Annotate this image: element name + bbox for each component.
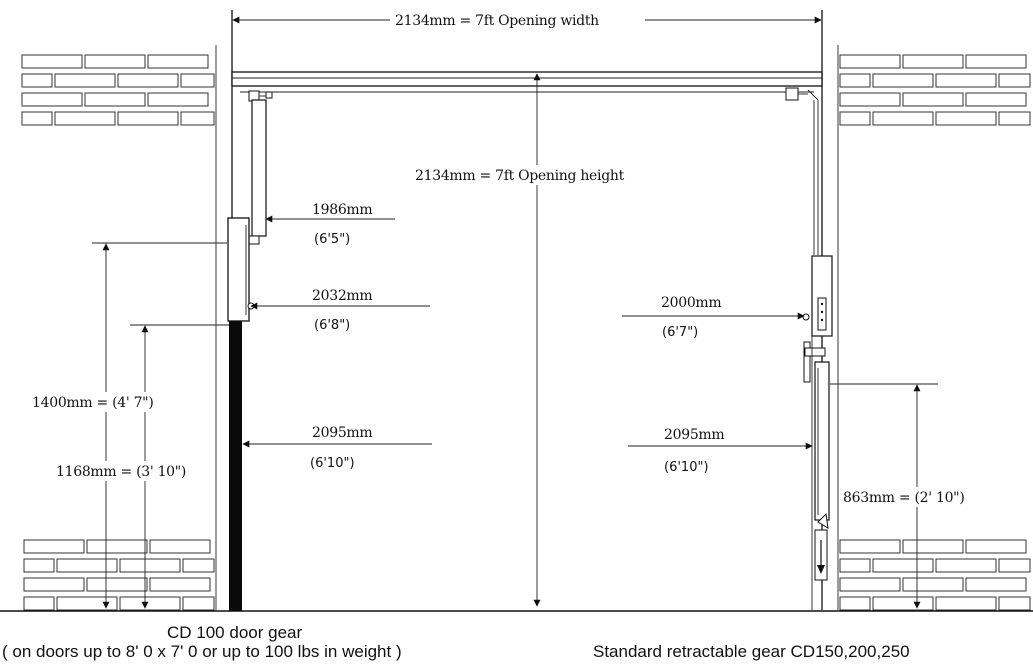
brick: [872, 73, 934, 88]
brick: [998, 596, 1031, 611]
brick: [21, 111, 53, 126]
brick: [935, 596, 997, 611]
brick: [149, 539, 211, 554]
dim-1168mm: 1168mm = (3' 10"): [56, 464, 186, 480]
brick: [839, 596, 871, 611]
brick: [839, 577, 901, 592]
dim-2095mm-right-imperial: (6'10"): [664, 460, 709, 475]
brick: [935, 558, 997, 573]
brick: [56, 558, 118, 573]
dim-2000mm-imperial: (6'7"): [662, 325, 698, 340]
brick: [180, 111, 215, 126]
dim-1400mm: 1400mm = (4' 7"): [32, 395, 154, 411]
brick: [117, 111, 179, 126]
brick: [23, 577, 85, 592]
dimension-lines: [92, 16, 938, 609]
brick: [965, 539, 1027, 554]
brick: [935, 73, 997, 88]
brick: [998, 111, 1031, 126]
dim-2095mm-left: 2095mm: [312, 425, 372, 441]
brick: [872, 558, 934, 573]
opening-width-label: 2134mm = 7ft Opening width: [395, 13, 599, 29]
brick: [84, 54, 146, 69]
brick: [935, 111, 997, 126]
brick: [998, 558, 1031, 573]
dim-1986mm-imperial: (6'5"): [314, 232, 350, 247]
brick: [965, 577, 1027, 592]
dim-1986mm: 1986mm: [312, 202, 372, 218]
brick: [21, 73, 53, 88]
brick: [86, 577, 148, 592]
left-caption-title: CD 100 door gear: [167, 623, 302, 642]
brick: [839, 558, 871, 573]
brick: [182, 558, 215, 573]
brick: [902, 539, 964, 554]
brick: [902, 92, 964, 107]
brick: [23, 539, 85, 554]
brick: [839, 92, 901, 107]
dim-2000mm: 2000mm: [661, 295, 721, 311]
dim-2032mm-imperial: (6'8"): [314, 318, 350, 333]
brick: [119, 596, 181, 611]
dim-863mm: 863mm = (2' 10"): [843, 490, 965, 506]
brick: [86, 539, 148, 554]
dimension-labels: 2134mm = 7ft Opening width 2134mm = 7ft …: [30, 10, 975, 507]
brick: [872, 596, 934, 611]
brick: [965, 92, 1027, 107]
brick: [54, 111, 116, 126]
brick: [149, 577, 211, 592]
brick: [117, 73, 179, 88]
brick-walls: [21, 54, 1031, 611]
brick: [23, 558, 55, 573]
retractable-door-gear: [785, 87, 833, 610]
brick: [902, 54, 964, 69]
opening-height-label: 2134mm = 7ft Opening height: [415, 168, 625, 184]
brick: [21, 54, 83, 69]
brick: [119, 558, 181, 573]
brick: [998, 73, 1031, 88]
dim-2032mm: 2032mm: [312, 288, 372, 304]
brick: [147, 92, 209, 107]
dim-2095mm-right: 2095mm: [664, 427, 724, 443]
brick: [902, 577, 964, 592]
brick: [965, 54, 1027, 69]
brick: [56, 596, 118, 611]
brick: [84, 92, 146, 107]
brick: [23, 596, 55, 611]
right-caption-title: Standard retractable gear CD150,200,250: [593, 642, 910, 661]
brick: [21, 92, 83, 107]
brick: [872, 111, 934, 126]
brick: [180, 73, 215, 88]
left-caption-subtitle: ( on doors up to 8' 0 x 7' 0 or up to 10…: [2, 642, 402, 661]
brick: [839, 73, 871, 88]
brick: [147, 54, 209, 69]
door-frame: [0, 10, 1033, 612]
cd100-door-gear: [227, 90, 273, 611]
captions: CD 100 door gear ( on doors up to 8' 0 x…: [2, 623, 910, 661]
brick: [839, 539, 901, 554]
brick: [839, 111, 871, 126]
brick: [839, 54, 901, 69]
brick: [182, 596, 215, 611]
dim-2095mm-left-imperial: (6'10"): [310, 456, 355, 471]
brick: [54, 73, 116, 88]
